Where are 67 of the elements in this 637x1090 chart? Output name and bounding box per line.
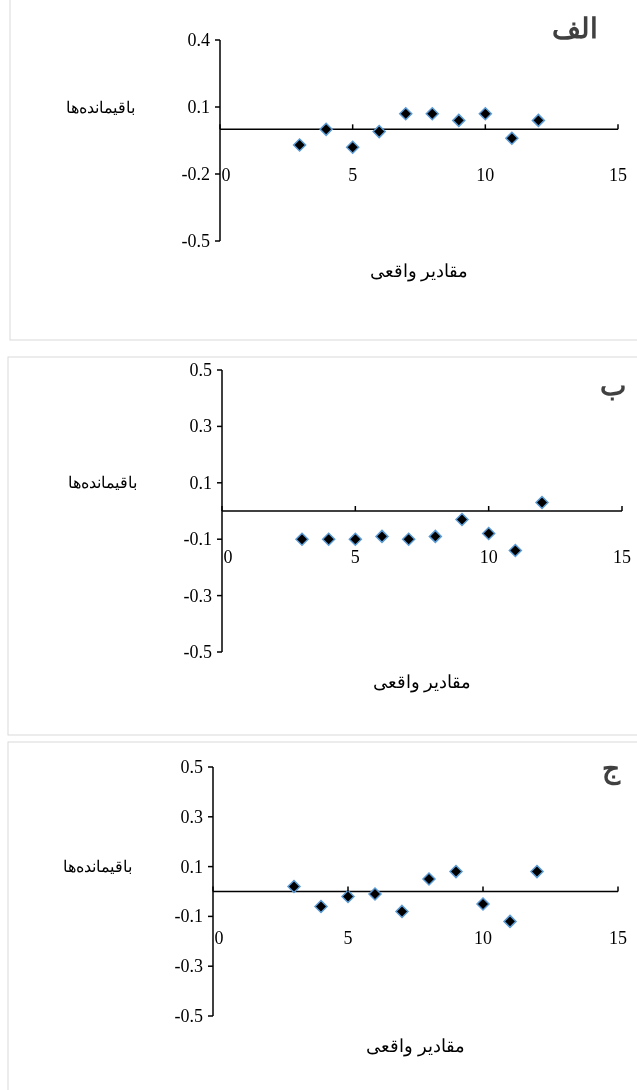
point — [292, 138, 307, 152]
x-tick-label: 0 — [223, 547, 233, 567]
x-tick-label: 15 — [609, 165, 627, 186]
x-tick-label: 10 — [479, 547, 498, 567]
point — [287, 879, 301, 894]
point — [319, 122, 333, 137]
point — [530, 864, 544, 879]
x-tick-label: 10 — [474, 927, 492, 948]
point — [478, 106, 493, 121]
y-tick-label: 0.5 — [180, 757, 203, 777]
x-tick-label: 5 — [350, 547, 360, 567]
point — [372, 124, 386, 139]
x-tick-label: 5 — [348, 165, 358, 186]
point — [422, 872, 436, 886]
y-tick-label: -0.5 — [181, 231, 210, 251]
point — [368, 887, 382, 901]
x-axis-title: مقادیر واقعی — [372, 672, 472, 693]
point — [375, 529, 389, 544]
point — [535, 495, 549, 510]
y-tick-label: 0.3 — [189, 416, 212, 437]
chart-title: ج — [602, 753, 621, 786]
point — [348, 532, 363, 546]
chart-title: ب — [600, 370, 626, 401]
y-axis-title: باقیمانده‌ها — [68, 474, 137, 491]
point — [295, 532, 309, 546]
y-tick-label: 0.1 — [189, 472, 212, 493]
x-tick-label: 15 — [609, 927, 627, 948]
y-axis-title: باقیمانده‌ها — [66, 99, 135, 116]
point — [314, 899, 328, 914]
chart-title: الف — [552, 13, 598, 44]
point — [531, 113, 546, 128]
point — [428, 529, 443, 544]
point — [508, 543, 523, 558]
y-tick-label: -0.2 — [181, 164, 210, 184]
point — [345, 140, 360, 154]
x-tick-label: 0 — [221, 165, 231, 186]
point — [398, 106, 413, 121]
point — [505, 131, 519, 146]
point — [321, 532, 336, 546]
x-tick-label: 10 — [476, 165, 495, 186]
x-tick-label: 5 — [343, 927, 353, 948]
point — [455, 512, 469, 527]
point — [452, 113, 466, 128]
point — [401, 532, 416, 546]
y-tick-label: 0.4 — [187, 30, 210, 50]
y-tick-label: 0.3 — [180, 806, 203, 827]
point — [341, 889, 355, 904]
point — [425, 106, 440, 121]
point — [449, 864, 463, 879]
point — [481, 526, 496, 541]
y-tick-label: -0.5 — [174, 1006, 203, 1026]
point — [476, 897, 490, 911]
y-tick-label: -0.3 — [183, 585, 212, 606]
x-tick-label: 15 — [613, 547, 631, 567]
y-axis-title: باقیمانده‌ها — [63, 858, 132, 875]
y-tick-label: 0.1 — [187, 97, 210, 117]
y-tick-label: -0.1 — [174, 906, 203, 927]
x-axis-title: مقادیر واقعی — [366, 1036, 465, 1057]
x-axis-title: مقادیر واقعی — [369, 261, 469, 282]
y-tick-label: -0.5 — [183, 642, 212, 662]
point — [395, 904, 409, 919]
y-tick-label: -0.3 — [174, 956, 203, 977]
y-tick-label: 0.5 — [189, 360, 212, 380]
point — [503, 914, 517, 929]
y-tick-label: -0.1 — [183, 529, 212, 550]
x-tick-label: 0 — [214, 927, 224, 948]
y-tick-label: 0.1 — [180, 856, 203, 877]
